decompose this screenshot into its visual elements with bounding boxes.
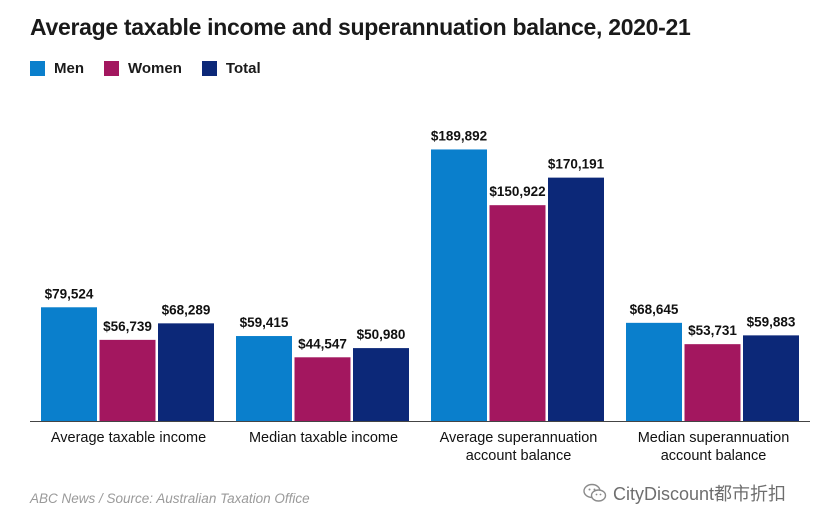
value-label-women-4: $53,731 (688, 323, 737, 338)
value-label-women-1: $56,739 (103, 319, 152, 334)
value-label-total-1: $68,289 (162, 302, 211, 317)
source-note: ABC News / Source: Australian Taxation O… (30, 491, 310, 506)
bar-men-3 (431, 149, 487, 421)
category-label-1: Average taxable income (51, 430, 206, 446)
value-label-men-4: $68,645 (630, 302, 679, 317)
value-label-total-2: $50,980 (357, 327, 406, 342)
watermark-text: CityDiscount都市折扣 (613, 484, 787, 504)
bar-women-3 (489, 205, 546, 421)
chart-title: Average taxable income and superannuatio… (30, 14, 691, 40)
legend-label-total: Total (225, 60, 261, 77)
bar-women-4 (684, 344, 741, 421)
value-label-total-3: $170,191 (548, 157, 605, 172)
value-label-women-3: $150,922 (489, 184, 545, 199)
legend-swatch-women (104, 61, 119, 76)
bar-women-1 (99, 339, 156, 421)
legend-label-women: Women (128, 60, 182, 77)
bar-men-4 (626, 322, 682, 421)
legend-item-women: Women (104, 60, 182, 77)
category-label-3-line-1: Average superannuation (440, 430, 598, 446)
wechat-icon (583, 483, 607, 502)
value-label-men-1: $79,524 (45, 286, 94, 301)
legend-item-men: Men (30, 60, 84, 77)
category-label-4-line-2: account balance (661, 448, 767, 464)
category-label-3-line-2: account balance (466, 448, 572, 464)
legend: Men Women Total (30, 60, 261, 77)
value-label-men-2: $59,415 (240, 315, 289, 330)
value-label-men-3: $189,892 (431, 128, 487, 143)
bar-total-2 (353, 348, 409, 421)
watermark: CityDiscount都市折扣 (583, 480, 786, 506)
legend-swatch-total (201, 61, 217, 76)
value-label-women-2: $44,547 (298, 336, 347, 351)
legend-label-men: Men (54, 60, 84, 77)
category-label-4-line-1: Median superannuation (638, 430, 790, 446)
bar-men-1 (41, 307, 97, 421)
legend-item-total: Total (201, 60, 261, 77)
bar-men-2 (236, 336, 292, 421)
bar-total-4 (743, 335, 799, 421)
value-label-total-4: $59,883 (747, 314, 796, 329)
category-label-2: Median taxable income (249, 430, 398, 446)
bar-women-2 (294, 357, 351, 421)
legend-swatch-men (30, 61, 45, 76)
bar-total-1 (158, 323, 214, 421)
bar-total-3 (548, 177, 604, 421)
